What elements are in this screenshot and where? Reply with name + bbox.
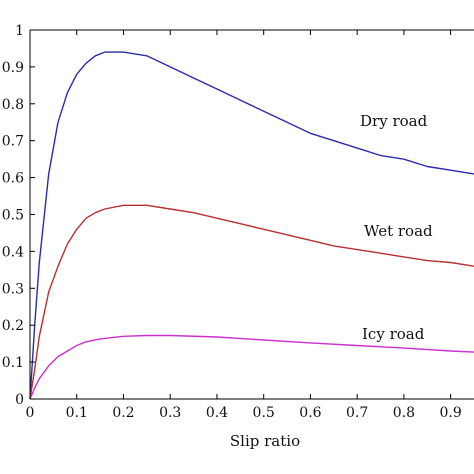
y-tick-label: 0.4 xyxy=(2,244,24,260)
x-tick-label: 0.7 xyxy=(346,405,368,421)
tick-group: 0 0.1 0.2 0.3 0.4 0.5 0.6 0.7 0.8 0.9 1 0 0.1 0.2 0.3 0… xyxy=(2,23,462,421)
y-tick-label: 0.1 xyxy=(2,355,24,371)
series-label: Icy road xyxy=(362,325,425,343)
y-tick-label: 1 xyxy=(15,23,24,39)
x-tick-label: 0.4 xyxy=(206,405,228,421)
x-tick-label: 0.2 xyxy=(112,405,134,421)
series-label: Wet road xyxy=(364,222,433,240)
axes xyxy=(29,29,474,400)
y-tick-label: 0.8 xyxy=(2,97,24,113)
y-tick-label: 0.2 xyxy=(2,318,24,334)
y-tick-label: 0.3 xyxy=(2,281,24,297)
x-tick-label: 0.9 xyxy=(439,405,461,421)
y-tick-label: 0.6 xyxy=(2,171,24,187)
y-tick-label: 0.9 xyxy=(2,60,24,76)
x-tick-label: 0.8 xyxy=(393,405,415,421)
x-tick-label: 0.6 xyxy=(299,405,321,421)
x-tick-label: 0.5 xyxy=(253,405,275,421)
series-line-icy-road xyxy=(29,334,474,400)
x-tick-label: 0.1 xyxy=(66,405,88,421)
x-tick-label: 0.3 xyxy=(159,405,181,421)
series-line-wet-road xyxy=(29,204,474,400)
series-line-dry-road xyxy=(29,51,474,400)
y-tick-label: 0 xyxy=(15,392,24,408)
plot-area xyxy=(29,51,474,400)
series-labels: Dry road Wet road Icy road xyxy=(360,112,433,343)
x-tick-label: 0 xyxy=(26,405,35,421)
x-axis-title: Slip ratio xyxy=(230,432,300,450)
series-label: Dry road xyxy=(360,112,428,130)
y-tick-label: 0.5 xyxy=(2,208,24,224)
y-tick-label: 0.7 xyxy=(2,134,24,150)
